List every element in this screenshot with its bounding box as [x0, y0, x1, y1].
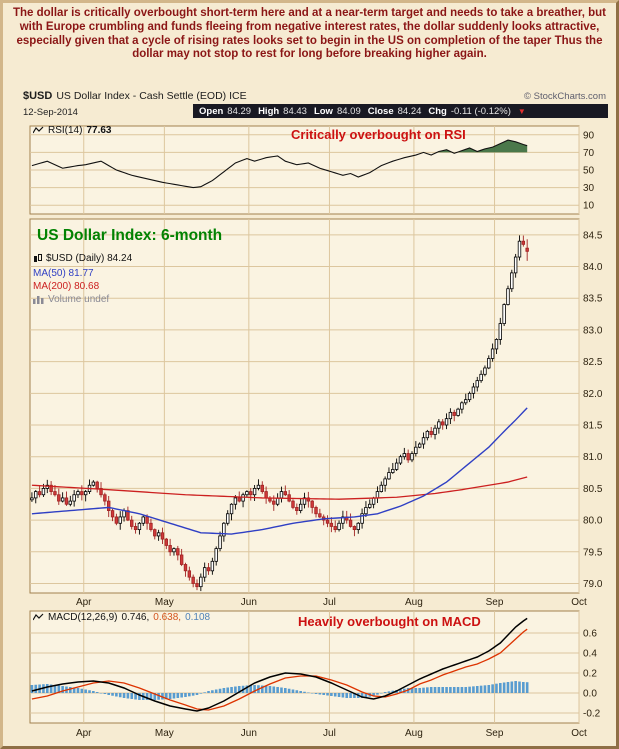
- low-label: Low: [313, 105, 333, 117]
- chart-title: US Dollar Index - Cash Settle (EOD) ICE: [56, 90, 247, 102]
- svg-text:0.2: 0.2: [583, 669, 597, 680]
- svg-text:82.0: 82.0: [583, 389, 603, 400]
- price-legend-symbol: $USD (Daily) 84.24: [33, 253, 132, 264]
- high-value: 84.43: [283, 105, 307, 117]
- svg-text:80.0: 80.0: [583, 516, 603, 527]
- price-legend-ma200: MA(200) 80.68: [33, 281, 100, 292]
- macd-annotation: Heavily overbought on MACD: [298, 614, 481, 629]
- svg-text:70: 70: [583, 148, 595, 159]
- svg-text:83.0: 83.0: [583, 325, 603, 336]
- svg-text:-0.2: -0.2: [583, 709, 601, 720]
- svg-text:Apr: Apr: [76, 597, 92, 608]
- svg-text:83.5: 83.5: [583, 294, 603, 305]
- rsi-legend-name: RSI(14): [48, 125, 83, 136]
- svg-text:10: 10: [583, 201, 595, 212]
- svg-text:Oct: Oct: [571, 728, 587, 739]
- svg-text:84.0: 84.0: [583, 262, 603, 273]
- svg-text:82.5: 82.5: [583, 357, 603, 368]
- rsi-legend: RSI(14) 77.63: [33, 125, 111, 136]
- chart-date: 12-Sep-2014: [23, 107, 78, 118]
- svg-text:0.4: 0.4: [583, 649, 597, 660]
- close-label: Close: [367, 105, 394, 117]
- svg-text:81.0: 81.0: [583, 452, 603, 463]
- top-annotation: The dollar is critically overbought shor…: [12, 7, 607, 61]
- macd-panel-chart: Apr May Jun Jul Aug Sep Oct 0.6 0.4 0.2 0.0 -0.2: [29, 610, 601, 739]
- svg-text:90: 90: [583, 130, 595, 141]
- svg-text:Sep: Sep: [486, 728, 504, 739]
- svg-text:Jul: Jul: [323, 728, 336, 739]
- svg-text:Sep: Sep: [486, 597, 504, 608]
- ticker-symbol: $USD: [23, 90, 53, 102]
- svg-text:81.5: 81.5: [583, 421, 603, 432]
- high-label: High: [258, 105, 280, 117]
- candlestick-icon: [34, 253, 42, 262]
- quote-bar: Open 84.29 High 84.43 Low 84.09 Close 84…: [193, 104, 608, 118]
- svg-text:79.0: 79.0: [583, 579, 603, 590]
- price-legend-volume: Volume undef: [33, 294, 109, 305]
- svg-text:May: May: [155, 728, 174, 739]
- svg-text:May: May: [155, 597, 174, 608]
- main-title: US Dollar Index: 6-month: [37, 227, 223, 244]
- price-legend-ma50: MA(50) 81.77: [33, 268, 94, 279]
- close-value: 84.24: [397, 105, 422, 117]
- indicator-line-icon: [33, 613, 44, 621]
- chart-header: $USD US Dollar Index - Cash Settle (EOD) …: [23, 90, 247, 102]
- svg-text:Jul: Jul: [323, 597, 336, 608]
- svg-text:0.6: 0.6: [583, 629, 597, 640]
- svg-text:Aug: Aug: [405, 728, 423, 739]
- indicator-line-icon: [33, 126, 44, 134]
- svg-text:30: 30: [583, 183, 595, 194]
- down-triangle-icon: ▼: [517, 106, 526, 116]
- macd-value: 0.746,: [121, 612, 150, 623]
- svg-text:50: 50: [583, 166, 595, 177]
- svg-text:0.0: 0.0: [583, 689, 597, 700]
- rsi-legend-value: 77.63: [86, 125, 112, 136]
- svg-text:79.5: 79.5: [583, 547, 603, 558]
- change-label: Chg: [428, 105, 447, 117]
- svg-text:Apr: Apr: [76, 728, 92, 739]
- volume-bars-icon: [33, 296, 44, 304]
- svg-text:Aug: Aug: [405, 597, 423, 608]
- svg-text:Jun: Jun: [241, 728, 257, 739]
- low-value: 84.09: [336, 105, 361, 117]
- rsi-annotation: Critically overbought on RSI: [291, 127, 466, 142]
- open-value: 84.29: [227, 105, 252, 117]
- svg-text:84.5: 84.5: [583, 230, 603, 241]
- svg-text:Jun: Jun: [241, 597, 257, 608]
- macd-signal-value: 0.638,: [153, 612, 182, 623]
- macd-hist-value: 0.108: [185, 612, 211, 623]
- macd-legend-name: MACD(12,26,9): [48, 612, 118, 623]
- change-value: -0.11 (-0.12%): [450, 105, 511, 117]
- open-label: Open: [199, 105, 224, 117]
- stockcharts-credit-link[interactable]: © StockCharts.com: [524, 91, 606, 102]
- price-panel-chart: Apr May Jun Jul Aug Sep Oct 84.5 84.0 83.5 83.0 82.…: [29, 218, 603, 608]
- svg-text:80.5: 80.5: [583, 484, 603, 495]
- svg-text:Oct: Oct: [571, 597, 587, 608]
- rsi-panel-chart: 90 70 50 30 10: [29, 125, 595, 215]
- macd-legend: MACD(12,26,9) 0.746, 0.638, 0.108: [33, 612, 210, 623]
